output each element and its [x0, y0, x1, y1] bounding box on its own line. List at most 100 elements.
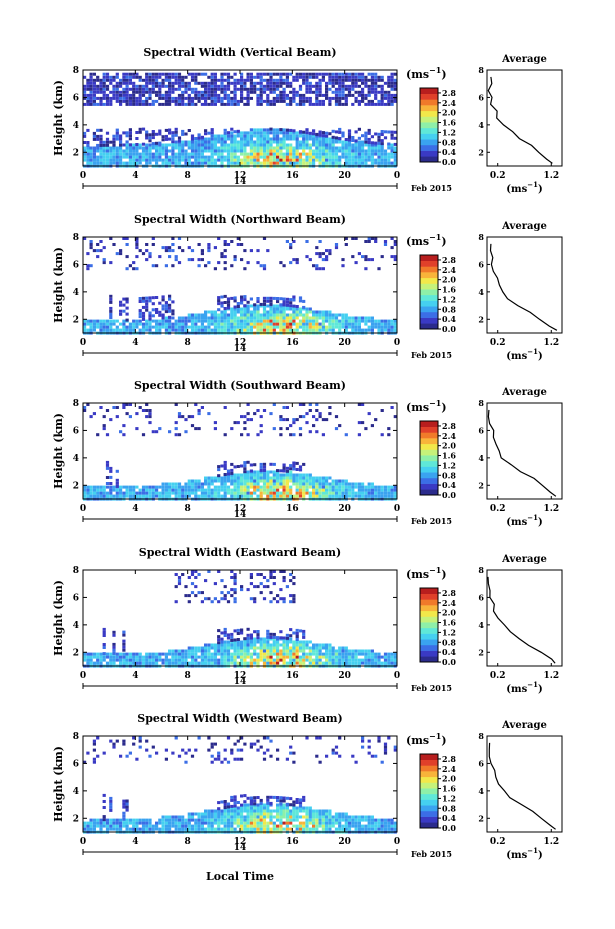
heatmap-cell [141, 494, 146, 498]
heatmap-cell [387, 494, 391, 498]
heatmap-cell [223, 491, 227, 495]
heatmap-cell [262, 137, 267, 141]
heatmap-cell [377, 485, 381, 489]
heatmap-cell [223, 467, 227, 470]
heatmap-cell [374, 491, 378, 495]
heatmap-cell [292, 78, 296, 82]
average-unit: (ms−1) [506, 513, 542, 528]
heatmap-cell [89, 319, 93, 323]
heatmap-cell [325, 152, 329, 156]
heatmap-cell [312, 316, 316, 320]
heatmap-cell [393, 258, 397, 262]
heatmap-cell [89, 99, 93, 103]
heatmap-cell [213, 96, 217, 100]
heatmap-cell [200, 93, 204, 97]
heatmap-cell [151, 243, 155, 246]
heatmap-cell [197, 143, 201, 147]
heatmap-cell [364, 240, 368, 243]
heatmap-cell [233, 146, 237, 150]
heatmap-cell [148, 93, 152, 97]
heatmap-cell [354, 155, 358, 159]
heatmap-cell [383, 655, 388, 659]
heatmap-cell [387, 130, 391, 134]
heatmap-cell [380, 130, 384, 133]
heatmap-cell [321, 418, 325, 422]
heatmap-cell [213, 643, 217, 647]
heatmap-cell [344, 138, 348, 141]
heatmap-cell [338, 488, 342, 492]
heatmap-cell [315, 482, 319, 486]
heatmap-cell [298, 482, 303, 486]
heatmap-cell [240, 585, 244, 589]
heatmap-cell [99, 81, 103, 85]
heatmap-cell [295, 488, 299, 492]
heatmap-cell [282, 469, 286, 473]
heatmap-cell [207, 261, 211, 265]
heatmap-cell [119, 309, 123, 313]
heatmap-cell [246, 643, 250, 647]
heatmap-cell [390, 325, 394, 329]
heatmap-cell [197, 243, 201, 246]
heatmap-cell [249, 491, 253, 495]
heatmap-cell [282, 494, 286, 498]
heatmap-cell [105, 149, 110, 153]
heatmap-cell [298, 494, 303, 498]
heatmap-cell [230, 81, 234, 85]
heatmap-cell [312, 158, 316, 162]
heatmap-cell [321, 482, 325, 486]
colorbar-tick-label: 1.6 [442, 118, 456, 128]
heatmap-cell [145, 748, 149, 752]
heatmap-cell [138, 146, 142, 150]
heatmap-cell [272, 319, 276, 323]
heatmap-cell [341, 78, 345, 82]
heatmap-cell [174, 127, 178, 131]
heatmap-cell [351, 485, 355, 489]
heatmap-cell [289, 161, 293, 165]
heatmap-cell [289, 658, 293, 662]
heatmap-cell [171, 81, 175, 85]
heatmap-cell [164, 152, 168, 156]
heatmap-cell [223, 128, 227, 132]
heatmap-cell [308, 131, 312, 135]
heatmap-cell [318, 72, 322, 76]
heatmap-cell [289, 90, 293, 94]
heatmap-cell [184, 158, 188, 162]
heatmap-cell [344, 78, 348, 82]
heatmap-cell [292, 597, 296, 601]
heatmap-cell [233, 643, 237, 647]
heatmap-cell [89, 78, 93, 82]
heatmap-cell [383, 488, 388, 492]
heatmap-cell [233, 465, 237, 469]
heatmap-cell [109, 81, 113, 85]
heatmap-cell [138, 99, 142, 103]
heatmap-cell [262, 310, 267, 314]
heatmap-cell [83, 237, 87, 240]
heatmap-cell [351, 81, 355, 85]
heatmap-cell [374, 149, 378, 153]
heatmap-cell [109, 149, 113, 153]
heatmap-cell [102, 246, 106, 250]
heatmap-cell [344, 237, 348, 240]
heatmap-cell [174, 152, 178, 156]
heatmap-cell [230, 140, 234, 144]
colorbar-swatch [420, 489, 438, 496]
heatmap-cell [236, 632, 240, 635]
heatmap-cell [259, 424, 263, 428]
heatmap-cell [249, 576, 253, 579]
heatmap-cell [361, 149, 365, 153]
heatmap-cell [155, 143, 159, 147]
heatmap-cell [302, 629, 306, 633]
date-label: Feb 2015 [411, 183, 452, 193]
heatmap-cell [92, 328, 96, 332]
heatmap-cell [223, 585, 227, 589]
heatmap-cell [151, 824, 155, 828]
heatmap-cell [151, 155, 155, 159]
heatmap-cell [341, 488, 345, 492]
heatmap-cell [230, 155, 234, 159]
heatmap-cell [295, 491, 299, 495]
heatmap-cell [217, 641, 221, 645]
heatmap-cell [364, 319, 368, 323]
heatmap-cell [230, 131, 234, 135]
heatmap-cell [298, 140, 303, 144]
